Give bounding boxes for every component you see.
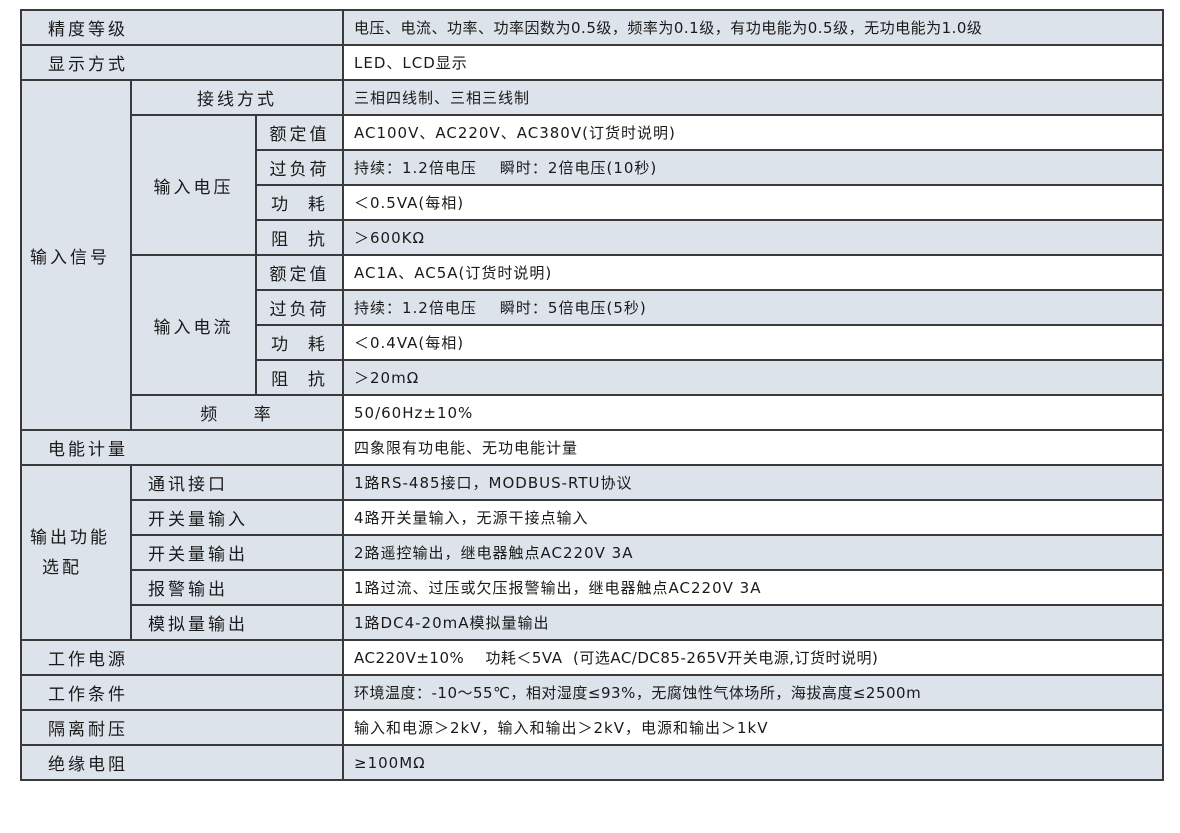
table-row: 精度等级 电压、电流、功率、功率因数为0.5级，频率为0.1级，有功电能为0.5…	[20, 9, 1164, 46]
label-input-current: 输入电流	[130, 254, 257, 396]
table-row: 工作条件 环境温度：-10～55℃，相对湿度≤93%，无腐蚀性气体场所，海拔高度…	[20, 674, 1164, 711]
label-input-voltage: 输入电压	[130, 114, 257, 256]
table-row: 输入信号 接线方式 三相四线制、三相三线制	[20, 79, 1164, 431]
table-row: 输出功能 选配 通讯接口 1路RS-485接口，MODBUS-RTU协议	[20, 464, 1164, 641]
label-supply: 工作电源	[20, 639, 344, 676]
table-row: 开关量输入 4路开关量输入，无源干接点输入	[21, 499, 1164, 536]
value-supply: AC220V±10% 功耗＜5VA (可选AC/DC85-265V开关电源,订货…	[342, 639, 1164, 676]
table-row: 报警输出 1路过流、过压或欠压报警输出，继电器触点AC220V 3A	[21, 569, 1164, 606]
value-comm: 1路RS-485接口，MODBUS-RTU协议	[342, 464, 1164, 501]
label-output-line1: 输出功能	[30, 527, 110, 548]
value-i-impedance: ＞20mΩ	[342, 359, 1164, 396]
value-v-power: ＜0.5VA(每相)	[342, 184, 1164, 221]
label-analog: 模拟量输出	[130, 604, 344, 641]
value-v-rated: AC100V、AC220V、AC380V(订货时说明)	[342, 114, 1164, 151]
label-accuracy: 精度等级	[20, 9, 344, 46]
table-row: 隔离耐压 输入和电源＞2kV，输入和输出＞2kV，电源和输出＞1kV	[20, 709, 1164, 746]
table-row: 工作电源 AC220V±10% 功耗＜5VA (可选AC/DC85-265V开关…	[20, 639, 1164, 676]
table-row: 功 耗 ＜0.5VA(每相)	[21, 184, 1164, 221]
label-di: 开关量输入	[130, 499, 344, 536]
table-row: 显示方式 LED、LCD显示	[20, 44, 1164, 81]
label-isolation: 隔离耐压	[20, 709, 344, 746]
label-v-rated: 额定值	[255, 114, 344, 151]
table-row: 开关量输出 2路遥控输出，继电器触点AC220V 3A	[21, 534, 1164, 571]
value-analog: 1路DC4-20mA模拟量输出	[342, 604, 1164, 641]
label-comm: 通讯接口	[130, 464, 344, 501]
value-energy: 四象限有功电能、无功电能计量	[342, 429, 1164, 466]
table-row: 模拟量输出 1路DC4-20mA模拟量输出	[21, 604, 1164, 641]
table-row: 阻 抗 ＞20mΩ	[21, 359, 1164, 396]
label-display: 显示方式	[20, 44, 344, 81]
table-row: 输入电压 额定值 AC100V、AC220V、AC380V(订货时说明)	[21, 114, 1164, 256]
table-row: 输入电流 额定值 AC1A、AC5A(订货时说明)	[21, 254, 1164, 396]
label-v-overload: 过负荷	[255, 149, 344, 186]
label-conditions: 工作条件	[20, 674, 344, 711]
value-conditions: 环境温度：-10～55℃，相对湿度≤93%，无腐蚀性气体场所，海拔高度≤2500…	[342, 674, 1164, 711]
label-do: 开关量输出	[130, 534, 344, 571]
value-isolation: 输入和电源＞2kV，输入和输出＞2kV，电源和输出＞1kV	[342, 709, 1164, 746]
label-v-power: 功 耗	[255, 184, 344, 221]
label-input-signal: 输入信号	[20, 79, 132, 431]
label-frequency: 频 率	[130, 394, 344, 431]
label-insulation: 绝缘电阻	[20, 744, 344, 781]
table-row: 绝缘电阻 ≥100MΩ	[20, 744, 1164, 781]
value-display: LED、LCD显示	[342, 44, 1164, 81]
label-i-rated: 额定值	[255, 254, 344, 291]
value-i-power: ＜0.4VA(每相)	[342, 324, 1164, 361]
value-accuracy: 电压、电流、功率、功率因数为0.5级，频率为0.1级，有功电能为0.5级，无功电…	[342, 9, 1164, 46]
value-v-impedance: ＞600KΩ	[342, 219, 1164, 256]
value-v-overload: 持续：1.2倍电压 瞬时：2倍电压(10秒)	[342, 149, 1164, 186]
table-row: 电能计量 四象限有功电能、无功电能计量	[20, 429, 1164, 466]
table-row: 功 耗 ＜0.4VA(每相)	[21, 324, 1164, 361]
label-i-power: 功 耗	[255, 324, 344, 361]
label-alarm: 报警输出	[130, 569, 344, 606]
table-row: 过负荷 持续：1.2倍电压 瞬时：5倍电压(5秒)	[21, 289, 1164, 326]
value-do: 2路遥控输出，继电器触点AC220V 3A	[342, 534, 1164, 571]
value-i-overload: 持续：1.2倍电压 瞬时：5倍电压(5秒)	[342, 289, 1164, 326]
value-frequency: 50/60Hz±10%	[342, 394, 1164, 431]
value-wiring: 三相四线制、三相三线制	[342, 79, 1164, 116]
value-di: 4路开关量输入，无源干接点输入	[342, 499, 1164, 536]
value-alarm: 1路过流、过压或欠压报警输出，继电器触点AC220V 3A	[342, 569, 1164, 606]
label-wiring: 接线方式	[130, 79, 344, 116]
label-v-impedance: 阻 抗	[255, 219, 344, 256]
table-row: 过负荷 持续：1.2倍电压 瞬时：2倍电压(10秒)	[21, 149, 1164, 186]
label-i-impedance: 阻 抗	[255, 359, 344, 396]
value-i-rated: AC1A、AC5A(订货时说明)	[342, 254, 1164, 291]
label-i-overload: 过负荷	[255, 289, 344, 326]
spec-table: 精度等级 电压、电流、功率、功率因数为0.5级，频率为0.1级，有功电能为0.5…	[20, 9, 1164, 781]
value-insulation: ≥100MΩ	[342, 744, 1164, 781]
label-energy: 电能计量	[20, 429, 344, 466]
table-row: 频 率 50/60Hz±10%	[21, 394, 1164, 431]
label-output: 输出功能 选配	[20, 464, 132, 641]
label-output-line2: 选配	[42, 557, 82, 578]
table-row: 阻 抗 ＞600KΩ	[21, 219, 1164, 256]
